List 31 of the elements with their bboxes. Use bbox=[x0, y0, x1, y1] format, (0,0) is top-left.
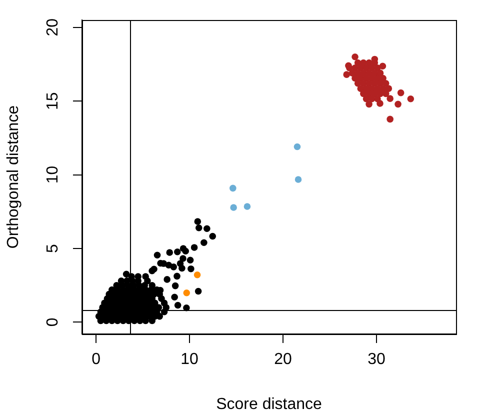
x-tick-label: 10 bbox=[180, 351, 199, 368]
point bbox=[194, 271, 201, 278]
point bbox=[382, 90, 390, 98]
x-tick-label: 0 bbox=[92, 351, 101, 368]
point bbox=[345, 62, 352, 70]
point bbox=[244, 203, 251, 210]
point bbox=[376, 100, 384, 107]
point bbox=[230, 204, 237, 211]
point bbox=[385, 85, 392, 92]
y-axis-title: Orthogonal distance bbox=[5, 105, 22, 249]
point bbox=[394, 100, 402, 108]
point bbox=[386, 95, 394, 102]
y-tick-label: 0 bbox=[44, 318, 62, 327]
point bbox=[294, 143, 301, 150]
y-tick-label: 10 bbox=[44, 166, 62, 184]
x-tick-label: 20 bbox=[274, 351, 292, 368]
point bbox=[183, 289, 190, 296]
point bbox=[379, 62, 386, 70]
point bbox=[366, 100, 372, 108]
x-tick-label: 30 bbox=[368, 351, 386, 368]
point bbox=[343, 71, 350, 78]
y-tick-label: 5 bbox=[44, 244, 62, 253]
x-axis-title: Score distance bbox=[216, 396, 322, 413]
point bbox=[352, 53, 358, 60]
point bbox=[386, 116, 394, 123]
y-tick-label: 20 bbox=[44, 18, 62, 36]
point bbox=[407, 95, 414, 102]
point bbox=[230, 184, 236, 192]
point bbox=[294, 176, 302, 183]
y-tick-label: 15 bbox=[44, 92, 62, 110]
point bbox=[397, 89, 404, 96]
